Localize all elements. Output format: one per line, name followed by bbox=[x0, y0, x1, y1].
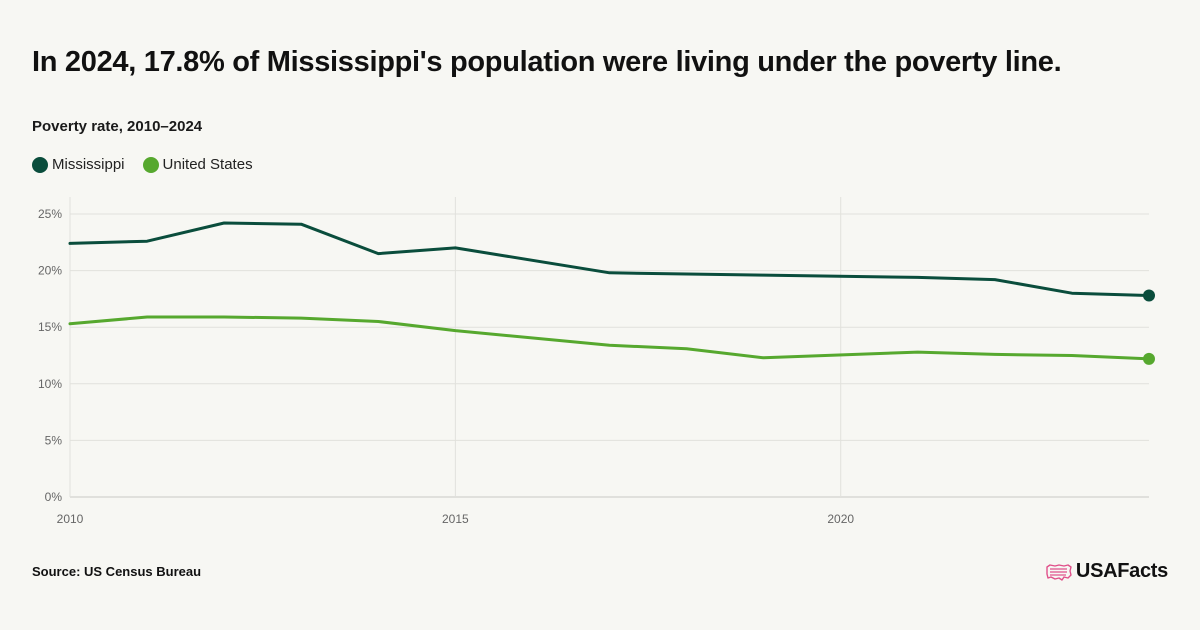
chart-subtitle: Poverty rate, 2010–2024 bbox=[32, 118, 203, 135]
chart-legend: Mississippi United States bbox=[32, 156, 253, 173]
legend-swatch-mississippi bbox=[32, 156, 48, 173]
y-tick-label: 10% bbox=[38, 377, 62, 391]
legend-label-united-states: United States bbox=[162, 156, 253, 173]
us-map-flag-icon bbox=[1046, 563, 1072, 581]
legend-label-mississippi: Mississippi bbox=[52, 156, 125, 173]
legend-item-united-states: United States bbox=[142, 156, 253, 173]
legend-swatch-united-states bbox=[142, 156, 159, 173]
axis-labels: 0% 5% 10% 15% 20% 25% 2010 2015 2020 bbox=[38, 207, 854, 526]
series-line-united-states bbox=[68, 315, 1151, 361]
y-tick-label: 25% bbox=[38, 207, 62, 221]
x-tick-label: 2010 bbox=[57, 512, 84, 526]
end-point-mississippi bbox=[1143, 289, 1155, 302]
chart-title: In 2024, 17.8% of Mississippi's populati… bbox=[32, 46, 1062, 78]
brand-logo[interactable]: USAFacts bbox=[1046, 560, 1168, 583]
y-tick-label: 5% bbox=[45, 433, 63, 447]
y-tick-label: 15% bbox=[38, 320, 62, 334]
series-layer bbox=[68, 221, 1155, 365]
brand-name: USAFacts bbox=[1075, 560, 1168, 582]
y-tick-label: 20% bbox=[38, 264, 62, 278]
y-tick-label: 0% bbox=[45, 490, 63, 504]
series-line-mississippi bbox=[68, 221, 1151, 297]
grid-layer bbox=[69, 197, 1149, 498]
x-tick-label: 2015 bbox=[442, 512, 469, 526]
source-note: Source: US Census Bureau bbox=[32, 564, 202, 579]
end-point-united-states bbox=[1143, 352, 1155, 365]
x-tick-label: 2020 bbox=[827, 512, 854, 526]
legend-item-mississippi: Mississippi bbox=[32, 156, 125, 173]
